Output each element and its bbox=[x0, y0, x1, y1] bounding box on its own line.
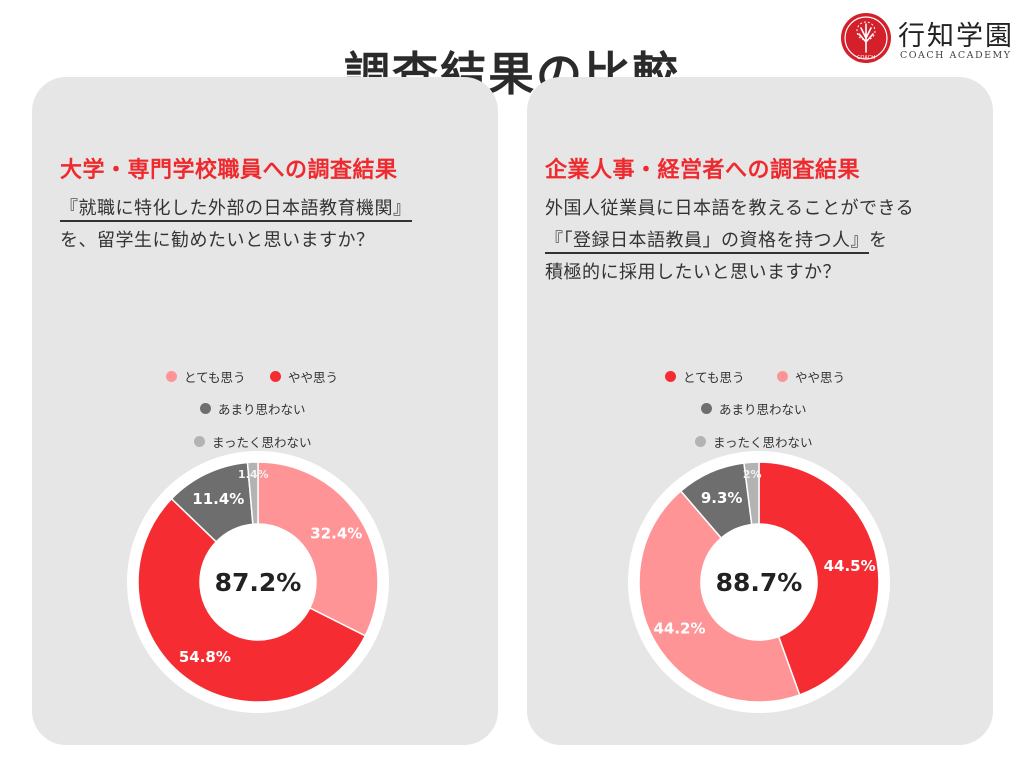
slice-value-label: 44.2% bbox=[653, 619, 705, 637]
legend-item: まったく思わない bbox=[194, 432, 312, 451]
donut-chart-university: 32.4% 54.8% 11.4% 1.4% 87.2% bbox=[127, 451, 389, 713]
donut-center-label: 87.2% bbox=[215, 568, 302, 597]
logo: COACH 行知学園 COACH ACADEMY bbox=[840, 12, 1020, 68]
legend-item: あまり思わない bbox=[200, 399, 306, 418]
donut-hole bbox=[701, 524, 817, 640]
question-line-2: を、留学生に勧めたいと思いますか？ bbox=[60, 230, 375, 251]
panel-heading: 企業人事・経営者への調査結果 bbox=[545, 158, 861, 183]
legend-item: とても思う bbox=[166, 367, 246, 386]
slice-value-label: 1.4% bbox=[238, 468, 269, 481]
legend-item: やや思う bbox=[270, 367, 338, 386]
question-underlined: 『就職に特化した外部の日本語教育機関』 bbox=[60, 198, 412, 222]
legend-label: あまり思わない bbox=[719, 402, 807, 417]
legend-label: やや思う bbox=[795, 370, 846, 385]
logo-name: 行知学園 bbox=[898, 21, 1014, 52]
legend-item: あまり思わない bbox=[701, 399, 807, 418]
legend-item: やや思う bbox=[777, 367, 845, 386]
legend-label: やや思う bbox=[288, 370, 339, 385]
legend-item: まったく思わない bbox=[695, 432, 813, 451]
question-line-3: 積極的に採用したいと思いますか？ bbox=[545, 262, 841, 283]
panel-university-survey: 大学・専門学校職員への調査結果 『就職に特化した外部の日本語教育機関』 を、留学… bbox=[32, 77, 498, 745]
slice-value-label: 32.4% bbox=[310, 525, 362, 543]
legend-dot-icon bbox=[200, 403, 211, 414]
legend-dot-icon bbox=[194, 436, 205, 447]
legend-label: とても思う bbox=[683, 370, 745, 385]
slice-value-label: 54.8% bbox=[179, 648, 231, 666]
logo-badge-icon: COACH bbox=[841, 13, 891, 63]
question-particle: を bbox=[869, 230, 888, 251]
legend-dot-icon bbox=[665, 371, 676, 382]
panel-company-survey: 企業人事・経営者への調査結果 外国人従業員に日本語を教えることができる 『「登録… bbox=[527, 77, 993, 745]
legend-item: とても思う bbox=[665, 367, 745, 386]
logo-badge-text: COACH bbox=[857, 55, 875, 61]
panel-heading: 大学・専門学校職員への調査結果 bbox=[60, 158, 398, 183]
legend-dot-icon bbox=[777, 371, 788, 382]
question-line-1: 外国人従業員に日本語を教えることができる bbox=[545, 198, 915, 219]
legend-dot-icon bbox=[166, 371, 177, 382]
legend-dot-icon bbox=[270, 371, 281, 382]
question-underlined: 『「登録日本語教員」の資格を持つ人』 bbox=[545, 230, 869, 254]
legend-dot-icon bbox=[701, 403, 712, 414]
slice-value-label: 9.3% bbox=[701, 489, 743, 507]
slice-value-label: 2% bbox=[743, 468, 762, 481]
question-line-1: 『就職に特化した外部の日本語教育機関』 bbox=[60, 194, 412, 222]
question-line-2: 『「登録日本語教員」の資格を持つ人』を bbox=[545, 226, 888, 254]
legend-label: あまり思わない bbox=[218, 402, 306, 417]
logo-subtitle: COACH ACADEMY bbox=[900, 50, 1012, 61]
slice-value-label: 44.5% bbox=[824, 557, 876, 575]
slice-value-label: 11.4% bbox=[192, 490, 244, 508]
legend-label: とても思う bbox=[184, 370, 246, 385]
donut-hole bbox=[200, 524, 316, 640]
legend-label: まったく思わない bbox=[713, 435, 813, 450]
donut-center-label: 88.7% bbox=[716, 568, 803, 597]
donut-chart-company: 44.5% 44.2% 9.3%2% 88.7% bbox=[628, 451, 890, 713]
legend-label: まったく思わない bbox=[212, 435, 312, 450]
legend-dot-icon bbox=[695, 436, 706, 447]
